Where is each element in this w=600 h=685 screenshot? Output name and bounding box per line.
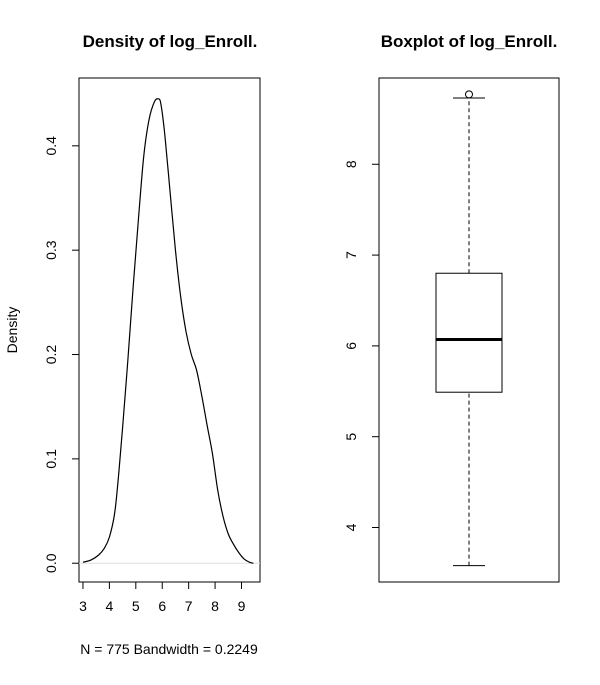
boxplot-y-tick-label: 6 (343, 342, 359, 350)
boxplot-marks (435, 90, 503, 567)
boxplot-y-tick-label: 8 (343, 160, 359, 168)
density-x-tick-label: 6 (158, 598, 166, 614)
density-x-tick-label: 3 (79, 598, 87, 614)
boxplot-y-tick-label: 4 (343, 523, 359, 531)
density-y-tick-label: 0.3 (43, 240, 59, 260)
density-x-tick-label: 5 (132, 598, 140, 614)
density-panel: Density of log_Enroll. 0.0 0.1 0.2 0.3 0.4 3… (4, 32, 261, 657)
density-curve (82, 98, 254, 564)
boxplot-outlier (465, 90, 473, 99)
density-plot-frame (78, 77, 261, 583)
density-y-tick-label: 0.2 (43, 345, 59, 365)
density-y-tick-label: 0.4 (43, 136, 59, 156)
density-x-tick-label: 8 (211, 598, 219, 614)
boxplot-title: Boxplot of log_Enroll. (381, 32, 558, 51)
density-x-axis: 3 4 5 6 7 8 9 (79, 581, 246, 614)
boxplot-y-tick-label: 5 (343, 433, 359, 441)
density-title: Density of log_Enroll. (83, 32, 258, 51)
density-y-tick-label: 0.1 (43, 449, 59, 469)
density-x-tick-label: 7 (185, 598, 193, 614)
density-y-axis: 0.0 0.1 0.2 0.3 0.4 (43, 136, 80, 573)
density-x-label: N = 775 Bandwidth = 0.2249 (80, 641, 258, 657)
density-y-tick-label: 0.0 (43, 553, 59, 573)
density-y-label: Density (4, 307, 20, 354)
boxplot-y-axis: 4 5 6 7 8 (343, 160, 380, 531)
boxplot-panel: Boxplot of log_Enroll. 4 5 6 7 8 (343, 32, 560, 583)
density-x-tick-label: 4 (105, 598, 113, 614)
boxplot-box (435, 272, 503, 393)
density-x-tick-label: 9 (238, 598, 246, 614)
boxplot-y-tick-label: 7 (343, 251, 359, 259)
